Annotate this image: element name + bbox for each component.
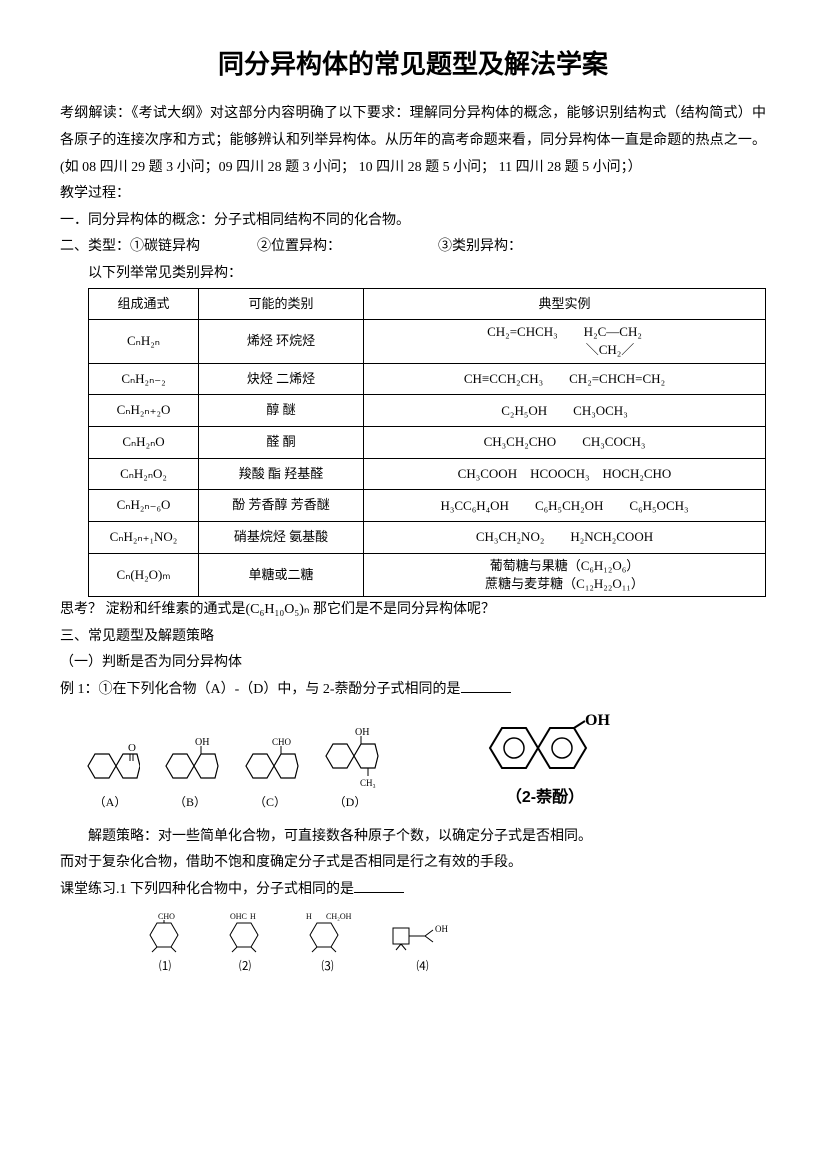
table-row: CₙH₂ₙ₋₂炔烃 二烯烃CH≡CCH₂CH₃ CH₂=CHCH=CH₂ [89, 363, 766, 395]
table-row: CₙH₂ₙO₂羧酸 酯 羟基醛CH₃COOH HCOOCH₃ HOCH₂CHO [89, 458, 766, 490]
type-1: 二、类型：①碳链异构 [60, 239, 200, 254]
svg-text:H: H [250, 912, 256, 921]
cell-example: CH₂=CHCH₃ H₂C—CH₂ ＼CH₂／ [364, 320, 766, 363]
cell-category: 羧酸 酯 羟基醛 [199, 458, 364, 490]
label-naphthol: （2-萘酚） [506, 783, 584, 813]
cell-example: CH₃CH₂NO₂ H₂NCH₂COOH [364, 522, 766, 554]
svg-text:OHC: OHC [230, 912, 247, 921]
intro-p4: 二、类型：①碳链异构 ②位置异构： ③类别异构： [60, 234, 766, 261]
small-3-svg: H CH₂OH [300, 910, 355, 955]
isomer-table: 组成通式 可能的类别 典型实例 CₙH₂ₙ烯烃 环烷烃CH₂=CHCH₃ H₂C… [88, 288, 766, 598]
svg-text:OH: OH [355, 727, 369, 738]
svg-text:CHO: CHO [158, 912, 175, 921]
intro-p1: 考纲解读：《考试大纲》对这部分内容明确了以下要求：理解同分异构体的概念，能够识别… [60, 101, 766, 181]
intro-p2: 教学过程： [60, 181, 766, 208]
page-title: 同分异构体的常见题型及解法学案 [60, 40, 766, 89]
cell-example: H₃CC₆H₄OH C₆H₅CH₂OH C₆H₅OCH₃ [364, 490, 766, 522]
svg-text:OH: OH [585, 713, 610, 729]
cell-example: CH₃COOH HCOOCH₃ HOCH₂CHO [364, 458, 766, 490]
cell-formula: CₙH₂ₙ₊₁NO₂ [89, 522, 199, 554]
subsection-1: （一）判断是否为同分异构体 [60, 650, 766, 677]
th-example: 典型实例 [364, 288, 766, 320]
cell-category: 酚 芳香醇 芳香醚 [199, 490, 364, 522]
small-label-1: ⑴ [159, 955, 171, 978]
th-category: 可能的类别 [199, 288, 364, 320]
cell-category: 单糖或二糖 [199, 553, 364, 596]
cell-category: 醇 醚 [199, 395, 364, 427]
cell-category: 硝基烷烃 氨基酸 [199, 522, 364, 554]
cell-formula: CₙH₂ₙO₂ [89, 458, 199, 490]
intro-p3: 一．同分异构体的概念：分子式相同结构不同的化合物。 [60, 208, 766, 235]
small-2-svg: OHC H [220, 910, 270, 955]
intro-p5: 以下列举常见类别异构： [60, 261, 766, 288]
th-formula: 组成通式 [89, 288, 199, 320]
table-row: CₙH₂ₙ烯烃 环烷烃CH₂=CHCH₃ H₂C—CH₂ ＼CH₂／ [89, 320, 766, 363]
type-3: ③类别异构： [438, 239, 522, 254]
label-c: （C） [254, 791, 286, 814]
structure-naphthol: OH （2-萘酚） [480, 713, 610, 813]
table-row: CₙH₂ₙ₊₁NO₂硝基烷烃 氨基酸CH₃CH₂NO₂ H₂NCH₂COOH [89, 522, 766, 554]
cell-category: 炔烃 二烯烃 [199, 363, 364, 395]
svg-text:OH: OH [195, 737, 209, 748]
cell-formula: CₙH₂ₙ₊₂O [89, 395, 199, 427]
structure-a: O （A） [80, 741, 140, 814]
table-row: CₙH₂ₙO醛 酮CH₃CH₂CHO CH₃COCH₃ [89, 426, 766, 458]
chem-structures-row-2: CHO ⑴ OHC H ⑵ H CH₂OH ⑶ [140, 910, 766, 978]
cell-formula: CₙH₂ₙ [89, 320, 199, 363]
svg-text:CHO: CHO [272, 737, 292, 747]
cell-formula: CₙH₂ₙ₋₆O [89, 490, 199, 522]
blank-2 [354, 879, 404, 893]
svg-text:OH: OH [435, 924, 448, 934]
structure-d: OH CH₃ （D） [320, 726, 380, 814]
svg-text:O: O [128, 742, 136, 754]
think-question: 思考？ 淀粉和纤维素的通式是(C₆H₁₀O₅)ₙ 那它们是不是同分异构体呢？ [60, 597, 766, 624]
structure-c-svg: CHO [240, 736, 300, 791]
example-1: 例 1：①在下列化合物（A）-（D）中，与 2-萘酚分子式相同的是 [60, 677, 766, 704]
small-label-3: ⑶ [321, 955, 333, 978]
naphthol-svg: OH [480, 713, 610, 783]
cell-category: 烯烃 环烷烃 [199, 320, 364, 363]
table-row: CₙH₂ₙ₊₂O醇 醚C₂H₅OH CH₃OCH₃ [89, 395, 766, 427]
cell-example: CH₃CH₂CHO CH₃COCH₃ [364, 426, 766, 458]
strategy-p1: 解题策略：对一些简单化合物，可直接数各种原子个数，以确定分子式是否相同。 [60, 824, 766, 851]
example-1-text: 例 1：①在下列化合物（A）-（D）中，与 2-萘酚分子式相同的是 [60, 682, 461, 697]
chem-structures-row-1: O （A） OH （B） CHO （C） OH CH₃ [80, 713, 766, 813]
structure-a-svg: O [80, 741, 140, 791]
practice-1-text: 课堂练习.1 下列四种化合物中，分子式相同的是 [60, 882, 354, 897]
cell-formula: CₙH₂ₙ₋₂ [89, 363, 199, 395]
table-row: Cₙ(H₂O)ₘ单糖或二糖葡萄糖与果糖（C₆H₁₂O₆）蔗糖与麦芽糖（C₁₂H₂… [89, 553, 766, 596]
small-label-2: ⑵ [239, 955, 251, 978]
small-4-svg: OH [385, 910, 460, 955]
structure-d-svg: OH CH₃ [320, 726, 380, 791]
small-structure-2: OHC H ⑵ [220, 910, 270, 978]
type-2: ②位置异构： [257, 239, 341, 254]
small-label-4: ⑷ [416, 955, 428, 978]
small-structure-3: H CH₂OH ⑶ [300, 910, 355, 978]
blank-1 [461, 679, 511, 693]
practice-1: 课堂练习.1 下列四种化合物中，分子式相同的是 [60, 877, 766, 904]
table-row: CₙH₂ₙ₋₆O酚 芳香醇 芳香醚H₃CC₆H₄OH C₆H₅CH₂OH C₆H… [89, 490, 766, 522]
structure-c: CHO （C） [240, 736, 300, 814]
small-structure-4: OH ⑷ [385, 910, 460, 978]
structure-b-svg: OH [160, 736, 220, 791]
label-d: （D） [334, 791, 367, 814]
small-structure-1: CHO ⑴ [140, 910, 190, 978]
section-3: 三、常见题型及解题策略 [60, 624, 766, 651]
label-b: （B） [174, 791, 206, 814]
svg-text:CH₂OH: CH₂OH [326, 912, 352, 921]
table-header-row: 组成通式 可能的类别 典型实例 [89, 288, 766, 320]
cell-category: 醛 酮 [199, 426, 364, 458]
structure-b: OH （B） [160, 736, 220, 814]
cell-formula: Cₙ(H₂O)ₘ [89, 553, 199, 596]
strategy-p2: 而对于复杂化合物，借助不饱和度确定分子式是否相同是行之有效的手段。 [60, 850, 766, 877]
small-1-svg: CHO [140, 910, 190, 955]
label-a: （A） [94, 791, 127, 814]
cell-formula: CₙH₂ₙO [89, 426, 199, 458]
cell-example: C₂H₅OH CH₃OCH₃ [364, 395, 766, 427]
cell-example: CH≡CCH₂CH₃ CH₂=CHCH=CH₂ [364, 363, 766, 395]
cell-example: 葡萄糖与果糖（C₆H₁₂O₆）蔗糖与麦芽糖（C₁₂H₂₂O₁₁） [364, 553, 766, 596]
svg-text:CH₃: CH₃ [360, 778, 376, 788]
svg-text:H: H [306, 912, 312, 921]
